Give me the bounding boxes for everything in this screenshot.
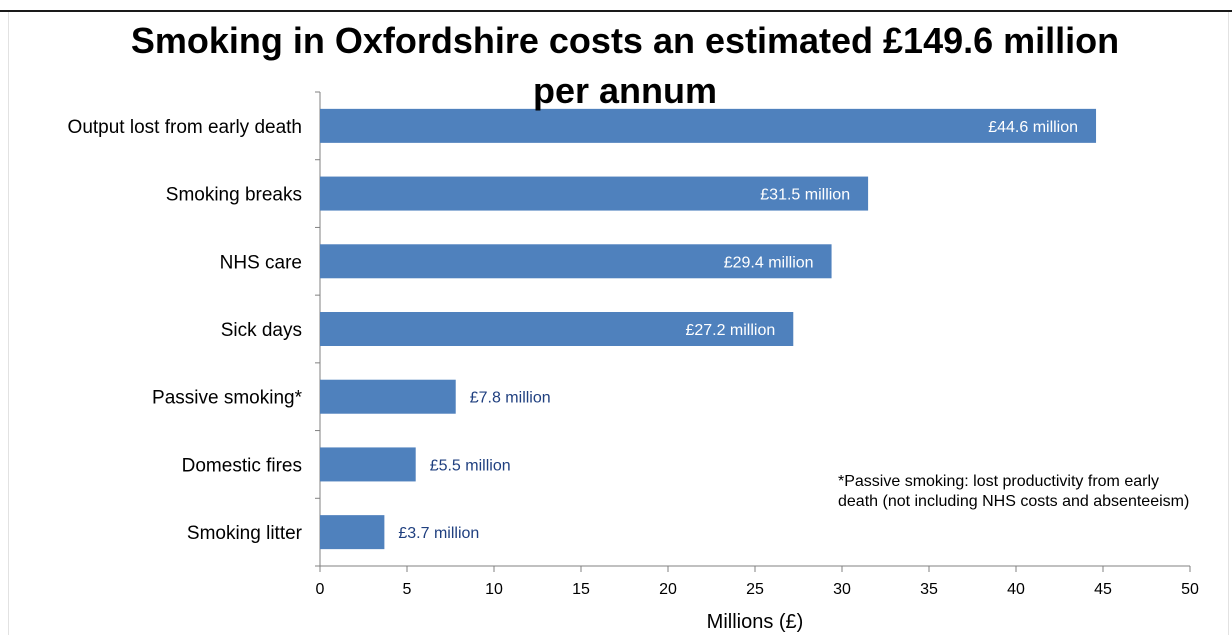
bar xyxy=(320,447,416,482)
category-label: Passive smoking* xyxy=(152,388,303,409)
chart-title: Smoking in Oxfordshire costs an estimate… xyxy=(130,20,1120,111)
bar xyxy=(320,515,385,550)
x-tick-label: 30 xyxy=(833,581,851,598)
category-label: Domestic fires xyxy=(182,455,302,476)
x-tick-label: 40 xyxy=(1007,581,1025,598)
data-label: £29.4 million xyxy=(724,254,814,271)
x-tick-label: 50 xyxy=(1181,581,1199,598)
category-label: Output lost from early death xyxy=(68,117,302,138)
category-label: Sick days xyxy=(221,320,302,341)
x-tick-label: 5 xyxy=(403,581,412,598)
data-label: £27.2 million xyxy=(685,322,775,339)
left-border-rule xyxy=(8,12,9,635)
bar xyxy=(320,312,794,346)
x-tick-label: 35 xyxy=(920,581,938,598)
data-label: £31.5 million xyxy=(760,187,850,204)
data-label: £7.8 million xyxy=(470,390,551,407)
x-tick-label: 15 xyxy=(572,581,590,598)
category-label: Smoking breaks xyxy=(166,185,302,206)
x-tick-label: 25 xyxy=(746,581,764,598)
x-tick-label: 10 xyxy=(485,581,503,598)
x-tick-label: 0 xyxy=(316,581,325,598)
bar xyxy=(320,108,1097,143)
data-label: £44.6 million xyxy=(988,119,1078,136)
right-border-rule xyxy=(1228,12,1229,635)
passive-smoking-footnote: *Passive smoking: lost productivity from… xyxy=(838,473,1190,510)
bar xyxy=(320,176,869,211)
bar xyxy=(320,244,832,279)
bar xyxy=(320,379,456,414)
category-label: Smoking litter xyxy=(187,523,303,544)
x-tick-label: 45 xyxy=(1094,581,1112,598)
x-axis-title: Millions (£) xyxy=(707,611,804,633)
data-label: £3.7 million xyxy=(398,525,479,542)
data-label: £5.5 million xyxy=(430,457,511,474)
x-tick-label: 20 xyxy=(659,581,677,598)
top-border-rule xyxy=(0,10,1232,12)
category-label: NHS care xyxy=(220,252,302,273)
